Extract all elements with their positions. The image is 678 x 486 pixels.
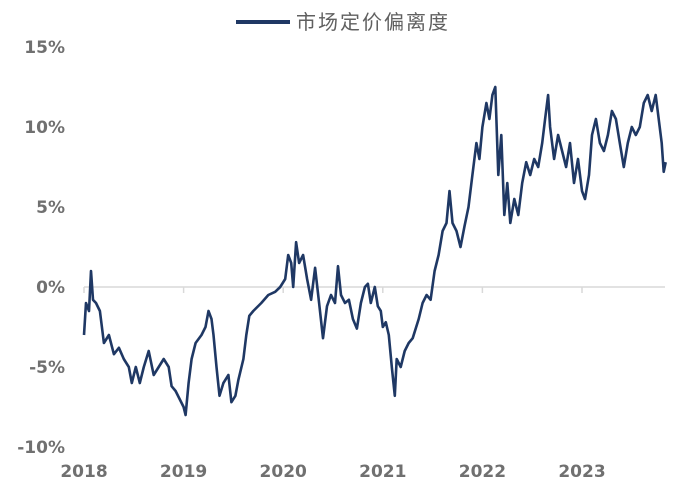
y-tick-label: 15% bbox=[24, 38, 65, 58]
x-tick-label: 2019 bbox=[160, 462, 207, 482]
x-tick-label: 2021 bbox=[359, 462, 406, 482]
y-tick-label: 5% bbox=[36, 198, 65, 218]
x-tick-label: 2020 bbox=[260, 462, 307, 482]
x-tick-label: 2023 bbox=[558, 462, 605, 482]
series-line-market-pricing-deviation bbox=[82, 85, 667, 417]
y-tick-label: -10% bbox=[17, 438, 65, 458]
x-tick-label: 2022 bbox=[459, 462, 506, 482]
y-tick-label: 10% bbox=[24, 118, 65, 138]
legend-label: 市场定价偏离度 bbox=[296, 10, 450, 34]
y-tick-label: 0% bbox=[36, 278, 65, 298]
y-tick-label: -5% bbox=[29, 358, 65, 378]
legend: 市场定价偏离度 bbox=[236, 10, 450, 34]
x-tick-label: 2018 bbox=[60, 462, 107, 482]
